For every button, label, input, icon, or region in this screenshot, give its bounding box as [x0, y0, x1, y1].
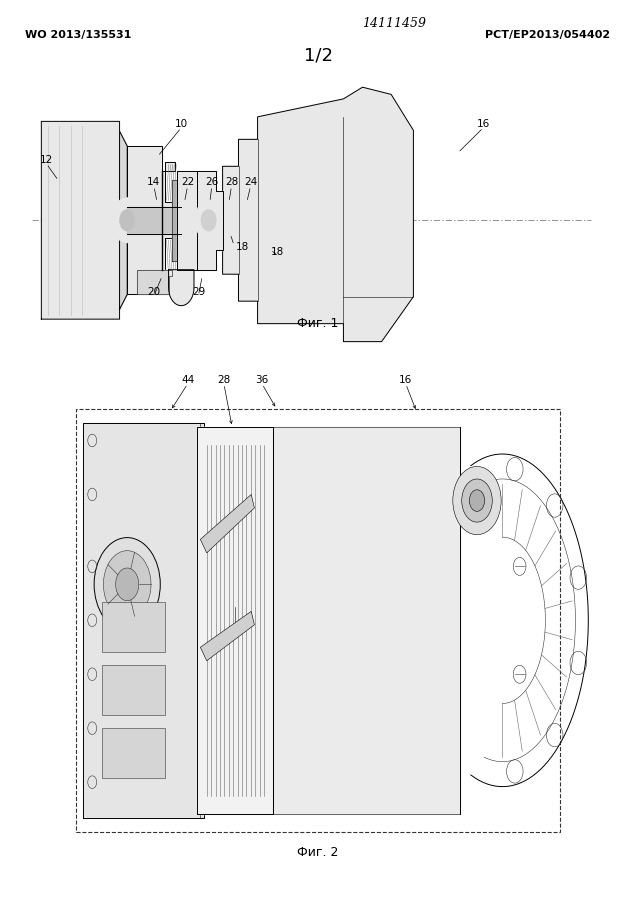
- Circle shape: [104, 551, 151, 618]
- Polygon shape: [83, 423, 204, 818]
- Text: 1/2: 1/2: [303, 47, 333, 65]
- Text: 12: 12: [40, 155, 53, 165]
- Circle shape: [116, 568, 139, 601]
- Text: 18: 18: [272, 246, 284, 257]
- Circle shape: [120, 209, 135, 231]
- FancyBboxPatch shape: [102, 602, 165, 652]
- Polygon shape: [177, 171, 197, 270]
- Polygon shape: [200, 494, 254, 553]
- Text: 36: 36: [256, 375, 268, 386]
- Text: Фиг. 1: Фиг. 1: [297, 317, 339, 330]
- Circle shape: [201, 209, 216, 231]
- Circle shape: [195, 200, 223, 240]
- Polygon shape: [41, 121, 127, 319]
- Text: WO 2013/135531: WO 2013/135531: [25, 30, 132, 40]
- Circle shape: [94, 538, 160, 631]
- Polygon shape: [273, 427, 460, 814]
- Polygon shape: [197, 427, 273, 814]
- Polygon shape: [200, 611, 254, 661]
- Text: 14: 14: [148, 177, 160, 188]
- Text: 28: 28: [225, 177, 238, 188]
- Circle shape: [453, 467, 501, 535]
- Text: 10: 10: [175, 119, 188, 129]
- Polygon shape: [197, 171, 223, 270]
- Polygon shape: [127, 207, 181, 234]
- Text: 44: 44: [181, 375, 194, 386]
- Polygon shape: [169, 270, 194, 306]
- Circle shape: [111, 198, 143, 243]
- Text: 26: 26: [205, 177, 218, 188]
- Text: 16: 16: [477, 119, 490, 129]
- Text: 28: 28: [218, 375, 230, 386]
- Text: 18: 18: [235, 242, 249, 253]
- Circle shape: [462, 479, 492, 522]
- Text: 14111459: 14111459: [363, 17, 426, 30]
- FancyBboxPatch shape: [102, 665, 165, 715]
- Text: 29: 29: [192, 287, 205, 298]
- Text: 24: 24: [244, 177, 257, 188]
- Circle shape: [469, 490, 485, 512]
- Polygon shape: [127, 146, 181, 295]
- Text: 16: 16: [399, 375, 412, 386]
- Polygon shape: [120, 131, 127, 309]
- FancyBboxPatch shape: [76, 409, 560, 832]
- Text: PCT/EP2013/054402: PCT/EP2013/054402: [485, 30, 611, 40]
- FancyBboxPatch shape: [102, 728, 165, 778]
- Polygon shape: [223, 87, 413, 342]
- Text: 22: 22: [181, 177, 194, 188]
- Text: 20: 20: [148, 287, 160, 298]
- Text: Фиг. 2: Фиг. 2: [297, 846, 339, 859]
- Polygon shape: [137, 270, 172, 295]
- Polygon shape: [172, 180, 177, 261]
